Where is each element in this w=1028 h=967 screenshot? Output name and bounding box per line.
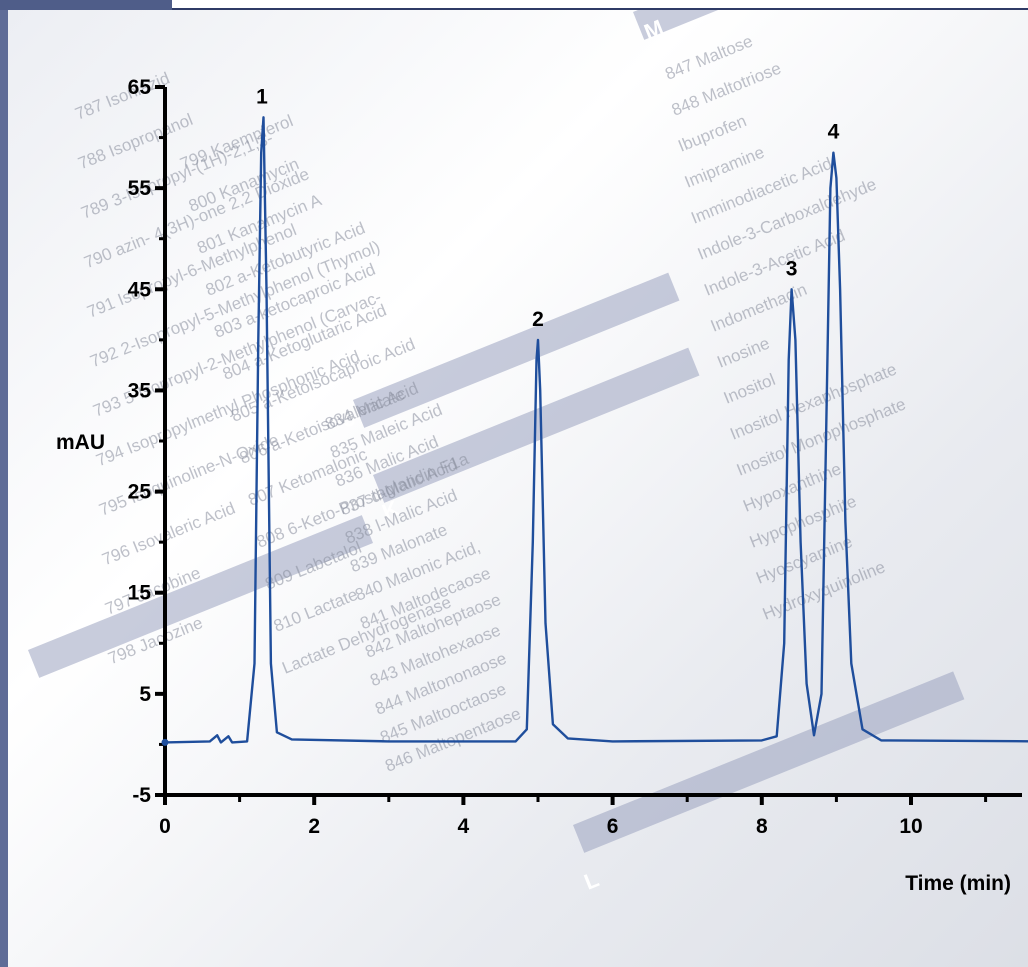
y-tick-label: 45 [128,278,152,301]
window-left-edge [0,10,8,967]
y-tick-label: 65 [128,76,152,99]
window-top-edge [172,0,1028,10]
catalog-band [28,515,374,678]
catalog-band [633,10,756,40]
x-tick-label: 6 [607,815,619,838]
catalog-entry: 788 Isopropanol [75,110,195,173]
x-tick-label: 0 [159,815,171,838]
catalog-entry: Inositol [721,370,778,408]
y-tick-label: 5 [139,683,151,706]
x-axis-label: Time (min) [905,872,1011,895]
x-tick-label: 10 [899,815,922,838]
catalog-entry: 787 Isoniazid [72,69,172,124]
chart-panel: J K L M 787 Isoniazid 788 Isopropanol 789 3-Is… [8,10,1028,967]
x-tick-label: 4 [458,815,470,838]
peak-label: 1 [256,85,268,108]
chromatogram-trace [164,116,1028,744]
peak-label: 3 [786,257,798,280]
y-tick-label: 15 [128,582,152,605]
x-tick-label: 8 [756,815,768,838]
trace-start-marker [161,738,169,746]
catalog-band [353,272,680,428]
y-tick-label: -5 [132,784,151,807]
catalog-entry: 810 Lactate [271,585,361,636]
window-top-band [0,0,172,10]
peak-label: 4 [828,121,840,144]
peak-label: 2 [532,308,544,331]
catalog-band [573,671,965,853]
catalog-section-letter: L [581,866,603,894]
x-tick-label: 2 [308,815,320,838]
catalog-entry: Ibuprofen [675,111,749,156]
peak-labels: 1 2 3 4 [256,85,839,331]
y-axis-label: mAU [56,431,105,454]
catalog-entry: Inosine [714,334,772,372]
y-tick-label: 55 [128,177,152,200]
y-tick-label: 25 [128,481,152,504]
ticks: 65 55 45 35 25 15 5 -5 0 2 4 6 8 10 [128,76,988,838]
y-tick-label: 35 [128,379,152,402]
